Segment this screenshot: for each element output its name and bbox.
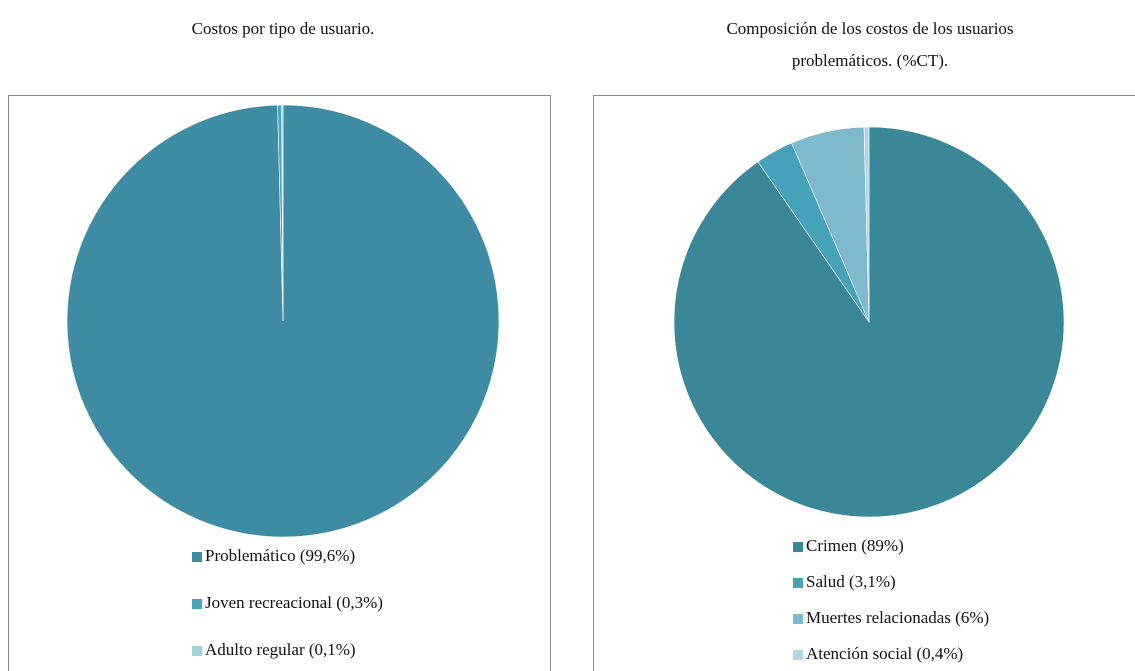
legend-swatch — [192, 646, 202, 656]
legend-swatch — [192, 552, 202, 562]
legend-label: Salud (3,1%) — [806, 572, 896, 591]
legend-swatch — [793, 650, 803, 660]
legend-swatch — [192, 599, 202, 609]
legend-label: Crimen (89%) — [806, 536, 904, 555]
legend-swatch — [793, 542, 803, 552]
legend-label: Atención social (0,4%) — [806, 644, 963, 663]
chart-title: Costos por tipo de usuario. — [192, 19, 375, 38]
legend-label: Joven recreacional (0,3%) — [205, 593, 383, 612]
legend-label: Problemático (99,6%) — [205, 546, 355, 565]
legend-label: Adulto regular (0,1%) — [205, 640, 356, 659]
pie-slice — [863, 126, 870, 323]
legend-swatch — [793, 578, 803, 588]
legend-label: Muertes relacionadas (6%) — [806, 608, 989, 627]
chart-title: Composición de los costos de los usuario… — [726, 19, 1013, 38]
legend-swatch — [793, 614, 803, 624]
chart-title: problemáticos. (%CT). — [792, 51, 948, 70]
pie-slice — [281, 104, 284, 322]
